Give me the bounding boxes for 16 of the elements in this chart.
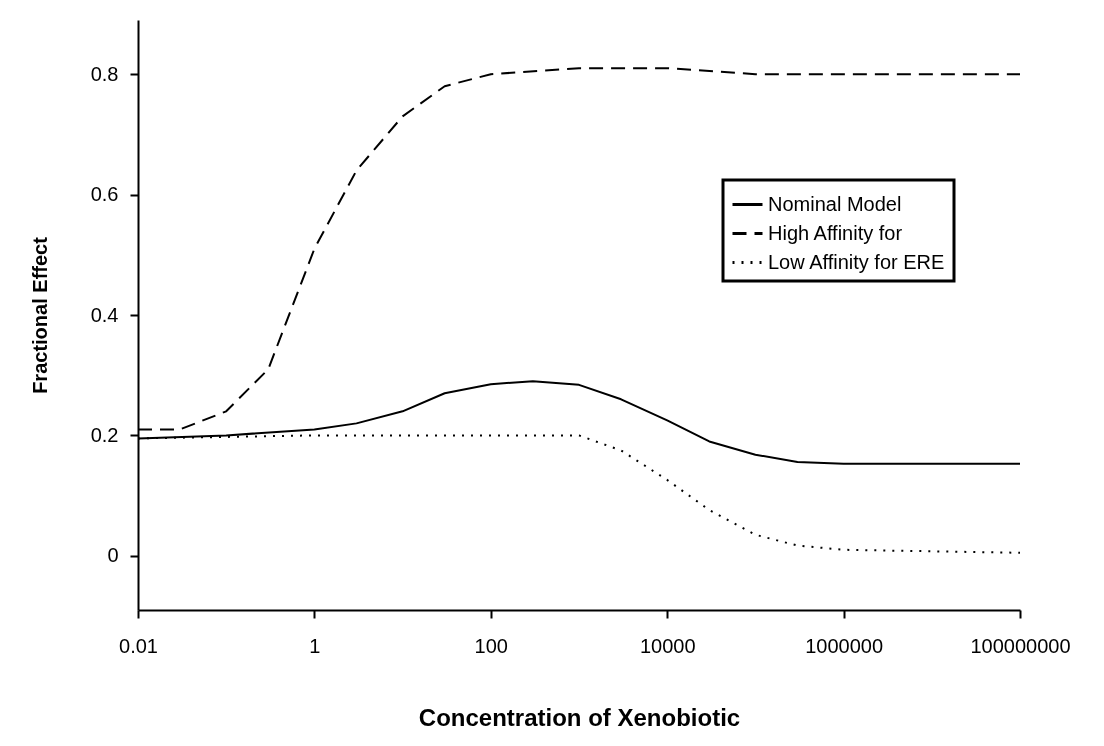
y-tick-label: 0.8: [90, 62, 119, 85]
legend-label: High Affinity for: [768, 221, 903, 244]
x-axis-title: Concentration of Xenobiotic: [418, 703, 741, 731]
y-tick-label: 0.6: [90, 183, 119, 206]
y-tick-label: 0.4: [90, 303, 119, 326]
y-tick-label: 0: [107, 544, 119, 567]
y-axis-title: Fractional Effect: [28, 236, 51, 394]
x-tick-label: 0.01: [119, 634, 158, 657]
legend-label: Low Affinity for ERE: [768, 250, 945, 273]
x-tick-label: 1000000: [805, 634, 884, 657]
x-tick-label: 1: [309, 634, 321, 657]
legend-label: Nominal Model: [768, 192, 902, 215]
x-tick-label: 10000: [639, 634, 696, 657]
x-tick-label: 100: [474, 634, 508, 657]
x-tick-label: 100000000: [970, 634, 1071, 657]
y-tick-label: 0.2: [90, 423, 119, 446]
